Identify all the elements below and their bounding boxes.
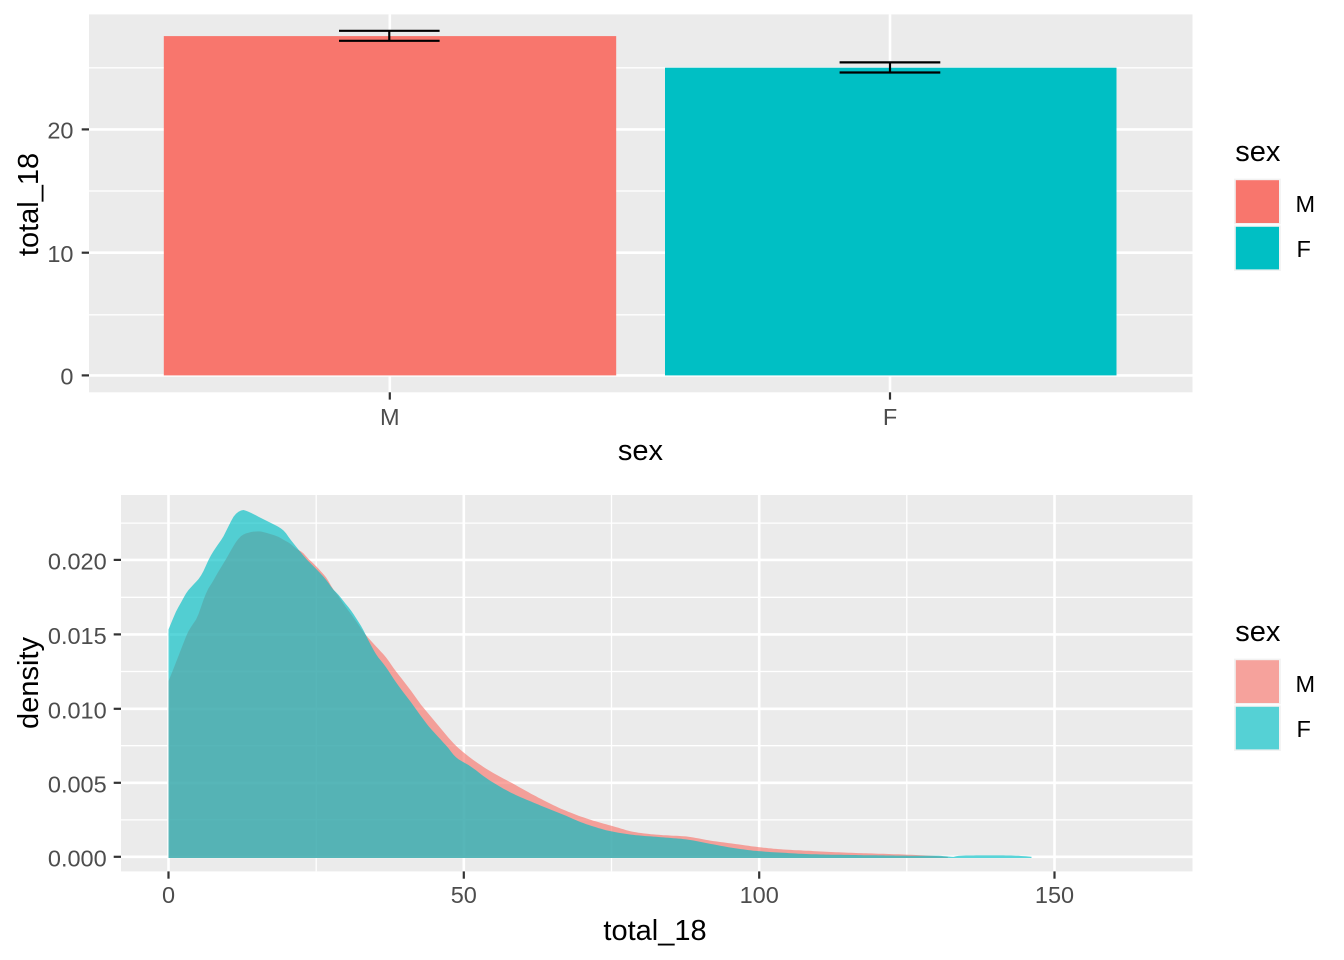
svg-text:10: 10 <box>47 241 73 267</box>
svg-text:0.020: 0.020 <box>48 549 107 575</box>
svg-text:0.000: 0.000 <box>48 845 107 871</box>
svg-text:sex: sex <box>618 435 664 467</box>
svg-text:density: density <box>13 637 45 729</box>
svg-text:F: F <box>883 404 897 430</box>
svg-text:0.010: 0.010 <box>48 697 107 723</box>
svg-text:total_18: total_18 <box>603 915 706 947</box>
svg-text:20: 20 <box>47 118 73 144</box>
svg-text:F: F <box>1297 716 1311 742</box>
svg-text:M: M <box>1296 671 1316 697</box>
svg-text:100: 100 <box>740 882 779 908</box>
svg-text:M: M <box>380 404 400 430</box>
svg-text:sex: sex <box>1235 136 1281 168</box>
svg-text:total_18: total_18 <box>13 153 45 256</box>
svg-text:0.005: 0.005 <box>48 771 107 797</box>
svg-text:150: 150 <box>1035 882 1074 908</box>
svg-text:50: 50 <box>451 882 477 908</box>
svg-text:sex: sex <box>1235 616 1281 648</box>
svg-text:0: 0 <box>162 882 175 908</box>
svg-text:M: M <box>1296 191 1316 217</box>
svg-text:F: F <box>1297 236 1311 262</box>
svg-text:0: 0 <box>60 364 73 390</box>
svg-text:0.015: 0.015 <box>48 623 107 649</box>
